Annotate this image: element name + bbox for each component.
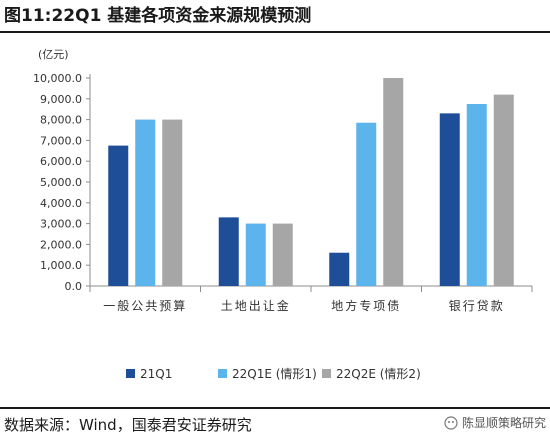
bar — [218, 217, 239, 286]
figure-title: 图11:22Q1 基建各项资金来源规模预测 — [4, 6, 312, 26]
y-tick-label: 8,000.0 — [40, 114, 82, 127]
y-tick-label: 0.0 — [65, 280, 83, 293]
y-tick-label: 9,000.0 — [40, 93, 82, 106]
y-tick-label: 1,000.0 — [40, 259, 82, 272]
bar — [439, 113, 460, 286]
y-tick-label: 4,000.0 — [40, 197, 82, 210]
watermark: 陈显顺策略研究 — [444, 414, 546, 431]
x-category-label: 地方专项债 — [331, 298, 401, 313]
x-category-label: 银行贷款 — [449, 299, 505, 313]
bar-chart: (亿元) 0.0 1,000.0 2,000.0 3,000.0 4,000.0 5,000… — [33, 48, 533, 381]
y-tick-label: 10,000.0 — [33, 72, 82, 85]
bar — [135, 119, 156, 286]
bar — [329, 252, 350, 286]
title-divider — [0, 31, 550, 33]
y-tick-label: 3,000.0 — [40, 218, 82, 231]
bar — [466, 104, 487, 286]
y-axis-unit-label: (亿元) — [38, 48, 69, 61]
legend-label: 22Q2E (情形2) — [336, 367, 421, 381]
bar — [356, 122, 377, 286]
y-tick-label: 6,000.0 — [40, 155, 82, 168]
y-tick-label: 7,000.0 — [40, 134, 82, 147]
y-tick-label: 5,000.0 — [40, 176, 82, 189]
footer-divider — [0, 407, 550, 409]
bar — [383, 78, 404, 286]
legend-swatch — [126, 369, 135, 378]
bar — [108, 145, 129, 286]
y-tick-label: 2,000.0 — [40, 238, 82, 251]
bar — [162, 119, 183, 286]
legend-swatch — [322, 369, 331, 378]
wechat-icon — [444, 415, 458, 430]
bar — [493, 94, 514, 286]
legend-label: 22Q1E (情形1) — [232, 367, 317, 381]
x-category-label: 一般公共预算 — [103, 298, 187, 313]
legend-swatch — [218, 369, 227, 378]
bar — [272, 223, 293, 286]
data-source: 数据来源：Wind，国泰君安证券研究 — [4, 416, 252, 434]
x-category-label: 土地出让金 — [221, 298, 291, 313]
legend-label: 21Q1 — [140, 367, 172, 381]
watermark-text: 陈显顺策略研究 — [461, 416, 546, 430]
bar — [245, 223, 266, 286]
